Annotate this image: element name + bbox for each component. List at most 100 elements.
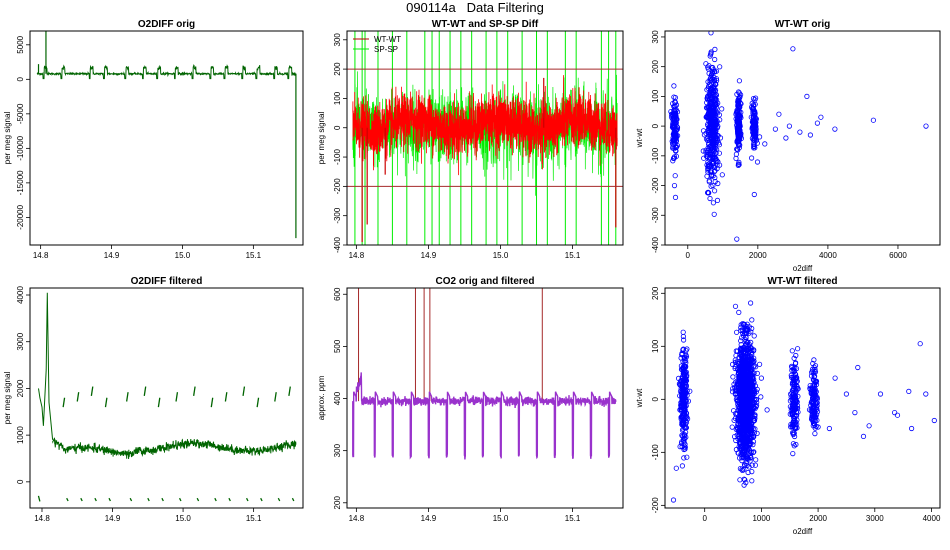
scatter-point xyxy=(812,430,818,437)
scatter-point xyxy=(810,403,816,409)
scatter-point xyxy=(745,469,751,476)
y-tick-label: -200 xyxy=(651,497,660,514)
scatter-point xyxy=(754,159,761,165)
plot-frame xyxy=(664,287,941,509)
scatter-points xyxy=(668,31,929,242)
plot-area xyxy=(36,31,297,239)
scatter-point xyxy=(719,172,725,178)
scatter-point xyxy=(811,374,817,380)
x-tick-label: 15.0 xyxy=(175,251,191,260)
plot-frame xyxy=(664,30,941,246)
scatter-point xyxy=(710,138,716,144)
x-tick-label: 15.1 xyxy=(246,514,262,523)
scatter-point xyxy=(752,145,758,151)
plot-frame xyxy=(346,30,624,246)
scatter-point xyxy=(744,352,750,358)
scatter-point xyxy=(742,436,749,442)
scatter-point xyxy=(680,370,686,376)
scatter-point xyxy=(792,360,799,367)
scatter-point xyxy=(681,444,688,450)
scatter-point-outlier xyxy=(923,123,929,129)
series-line-o2filtered xyxy=(52,437,297,460)
scatter-point xyxy=(671,123,677,129)
high-segment xyxy=(76,392,80,402)
scatter-point xyxy=(676,381,683,387)
scatter-point xyxy=(713,132,719,138)
scatter-point xyxy=(734,119,741,126)
scatter-point xyxy=(744,358,751,364)
plot-area xyxy=(37,292,297,502)
scatter-point xyxy=(703,114,709,120)
chart-co2_orig_filtered: CO2 orig and filtered approx. ppm 14.8 14.9… xyxy=(317,276,624,523)
scatter-point xyxy=(751,333,757,339)
scatter-point xyxy=(737,392,743,398)
scatter-point-outlier xyxy=(877,391,884,397)
scatter-point xyxy=(747,383,753,390)
y-tick-label: 0 xyxy=(333,125,342,130)
scatter-point xyxy=(751,272,755,276)
scatter-point xyxy=(732,365,738,372)
scatter-point xyxy=(735,162,741,168)
scatter-point xyxy=(733,155,739,161)
x-tick-label: 2000 xyxy=(809,514,827,523)
scatter-point xyxy=(738,341,744,348)
plot-frame xyxy=(29,30,304,246)
scatter-point xyxy=(752,97,758,103)
scatter-point xyxy=(742,444,749,450)
y-tick-label: -15000 xyxy=(16,170,25,195)
scatter-point-outlier xyxy=(908,425,915,432)
y-axis-label: approx. ppm xyxy=(317,375,326,420)
scatter-point xyxy=(682,357,689,364)
x-tick-label: 14.9 xyxy=(421,514,437,523)
scatter-point xyxy=(756,361,763,367)
scatter-point xyxy=(716,150,723,156)
scatter-point xyxy=(709,147,716,153)
scatter-point xyxy=(672,173,678,179)
y-tick-label: 4000 xyxy=(16,286,25,304)
scatter-point xyxy=(811,377,817,383)
scatter-point xyxy=(733,426,739,432)
scatter-point xyxy=(811,393,817,399)
scatter-point xyxy=(705,66,711,72)
scatter-point xyxy=(742,326,748,333)
scatter-point xyxy=(750,106,756,112)
scatter-point xyxy=(709,152,716,158)
scatter-point xyxy=(735,421,741,428)
scatter-point xyxy=(711,78,718,84)
scatter-point xyxy=(750,129,756,136)
plot-frame xyxy=(29,287,304,509)
scatter-point xyxy=(711,127,717,133)
scatter-point xyxy=(810,423,816,429)
x-tick-label: 4000 xyxy=(819,251,837,260)
y-tick-label: 100 xyxy=(651,339,660,353)
low-segment xyxy=(161,497,164,502)
x-tick-label: 3000 xyxy=(866,514,884,523)
y-tick-label: 600 xyxy=(333,287,342,301)
scatter-point xyxy=(752,364,759,370)
scatter-point xyxy=(735,131,741,137)
y-tick-label: -300 xyxy=(651,207,660,224)
scatter-point xyxy=(680,347,686,353)
scatter-point xyxy=(672,147,679,154)
scatter-point xyxy=(734,119,740,125)
scatter-point xyxy=(730,386,736,392)
scatter-point xyxy=(747,403,754,409)
scatter-point xyxy=(734,109,740,115)
scatter-point xyxy=(749,468,755,475)
y-tick-label: 200 xyxy=(333,496,342,510)
scatter-point xyxy=(758,394,764,400)
scatter-point xyxy=(752,134,758,140)
scatter-point xyxy=(717,64,723,70)
scatter-point xyxy=(678,393,685,399)
y-tick-label: 200 xyxy=(651,59,660,73)
scatter-point xyxy=(681,455,687,461)
high-segment xyxy=(288,386,291,396)
y-axis-label: per meg signal xyxy=(3,372,12,425)
series-line-wtwt xyxy=(352,75,618,176)
scatter-point xyxy=(791,379,797,385)
scatter-point xyxy=(748,339,754,345)
scatter-point xyxy=(715,140,722,146)
chart-o2diff_orig: O2DIFF orig per meg signal 14.8 14.9 15.0 15.… xyxy=(3,19,304,260)
scatter-point xyxy=(730,408,737,414)
